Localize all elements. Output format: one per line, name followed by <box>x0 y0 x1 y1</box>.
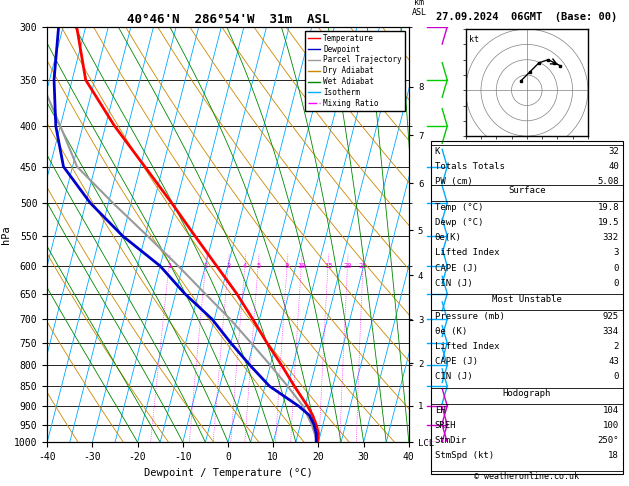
Text: 5: 5 <box>256 263 260 269</box>
Text: 0: 0 <box>613 263 619 273</box>
Text: 925: 925 <box>603 312 619 321</box>
Text: SREH: SREH <box>435 421 456 430</box>
Text: Lifted Index: Lifted Index <box>435 248 499 258</box>
Text: Hodograph: Hodograph <box>503 389 551 398</box>
Text: 3: 3 <box>226 263 230 269</box>
Text: 19.8: 19.8 <box>598 203 619 212</box>
Text: Pressure (mb): Pressure (mb) <box>435 312 504 321</box>
Text: θe(K): θe(K) <box>435 233 462 242</box>
Text: km
ASL: km ASL <box>412 0 427 17</box>
Text: 27.09.2024  06GMT  (Base: 00): 27.09.2024 06GMT (Base: 00) <box>436 12 618 22</box>
X-axis label: Dewpoint / Temperature (°C): Dewpoint / Temperature (°C) <box>143 468 313 478</box>
Text: 4: 4 <box>243 263 247 269</box>
Text: 25: 25 <box>359 263 367 269</box>
Text: 2: 2 <box>203 263 208 269</box>
Text: Surface: Surface <box>508 186 545 195</box>
Legend: Temperature, Dewpoint, Parcel Trajectory, Dry Adiabat, Wet Adiabat, Isotherm, Mi: Temperature, Dewpoint, Parcel Trajectory… <box>305 31 405 111</box>
Text: 100: 100 <box>603 421 619 430</box>
Text: Most Unstable: Most Unstable <box>492 295 562 304</box>
Text: θe (K): θe (K) <box>435 327 467 336</box>
Text: StmSpd (kt): StmSpd (kt) <box>435 451 494 460</box>
Text: 5.08: 5.08 <box>598 177 619 186</box>
Text: 2: 2 <box>613 342 619 351</box>
Text: 40: 40 <box>608 162 619 171</box>
Text: 32: 32 <box>608 147 619 156</box>
Text: Totals Totals: Totals Totals <box>435 162 504 171</box>
Text: 334: 334 <box>603 327 619 336</box>
Text: 20: 20 <box>343 263 352 269</box>
Text: CIN (J): CIN (J) <box>435 278 472 288</box>
Text: 1: 1 <box>167 263 171 269</box>
Text: kt: kt <box>469 35 479 44</box>
Text: StmDir: StmDir <box>435 436 467 445</box>
Text: 18: 18 <box>608 451 619 460</box>
Title: 40°46'N  286°54'W  31m  ASL: 40°46'N 286°54'W 31m ASL <box>127 13 329 26</box>
Y-axis label: hPa: hPa <box>1 225 11 244</box>
Text: CIN (J): CIN (J) <box>435 372 472 382</box>
Text: Lifted Index: Lifted Index <box>435 342 499 351</box>
Text: EH: EH <box>435 406 445 415</box>
Text: K: K <box>435 147 440 156</box>
Text: 8: 8 <box>285 263 289 269</box>
Text: CAPE (J): CAPE (J) <box>435 263 477 273</box>
Text: 0: 0 <box>613 372 619 382</box>
Text: CAPE (J): CAPE (J) <box>435 357 477 366</box>
Text: 3: 3 <box>613 248 619 258</box>
Text: 19.5: 19.5 <box>598 218 619 227</box>
Text: 0: 0 <box>613 278 619 288</box>
Text: 43: 43 <box>608 357 619 366</box>
Text: © weatheronline.co.uk: © weatheronline.co.uk <box>474 472 579 481</box>
Text: 250°: 250° <box>598 436 619 445</box>
Text: PW (cm): PW (cm) <box>435 177 472 186</box>
Text: 104: 104 <box>603 406 619 415</box>
Text: Temp (°C): Temp (°C) <box>435 203 483 212</box>
Text: 332: 332 <box>603 233 619 242</box>
Text: 15: 15 <box>324 263 332 269</box>
Text: 10: 10 <box>297 263 306 269</box>
Text: Dewp (°C): Dewp (°C) <box>435 218 483 227</box>
